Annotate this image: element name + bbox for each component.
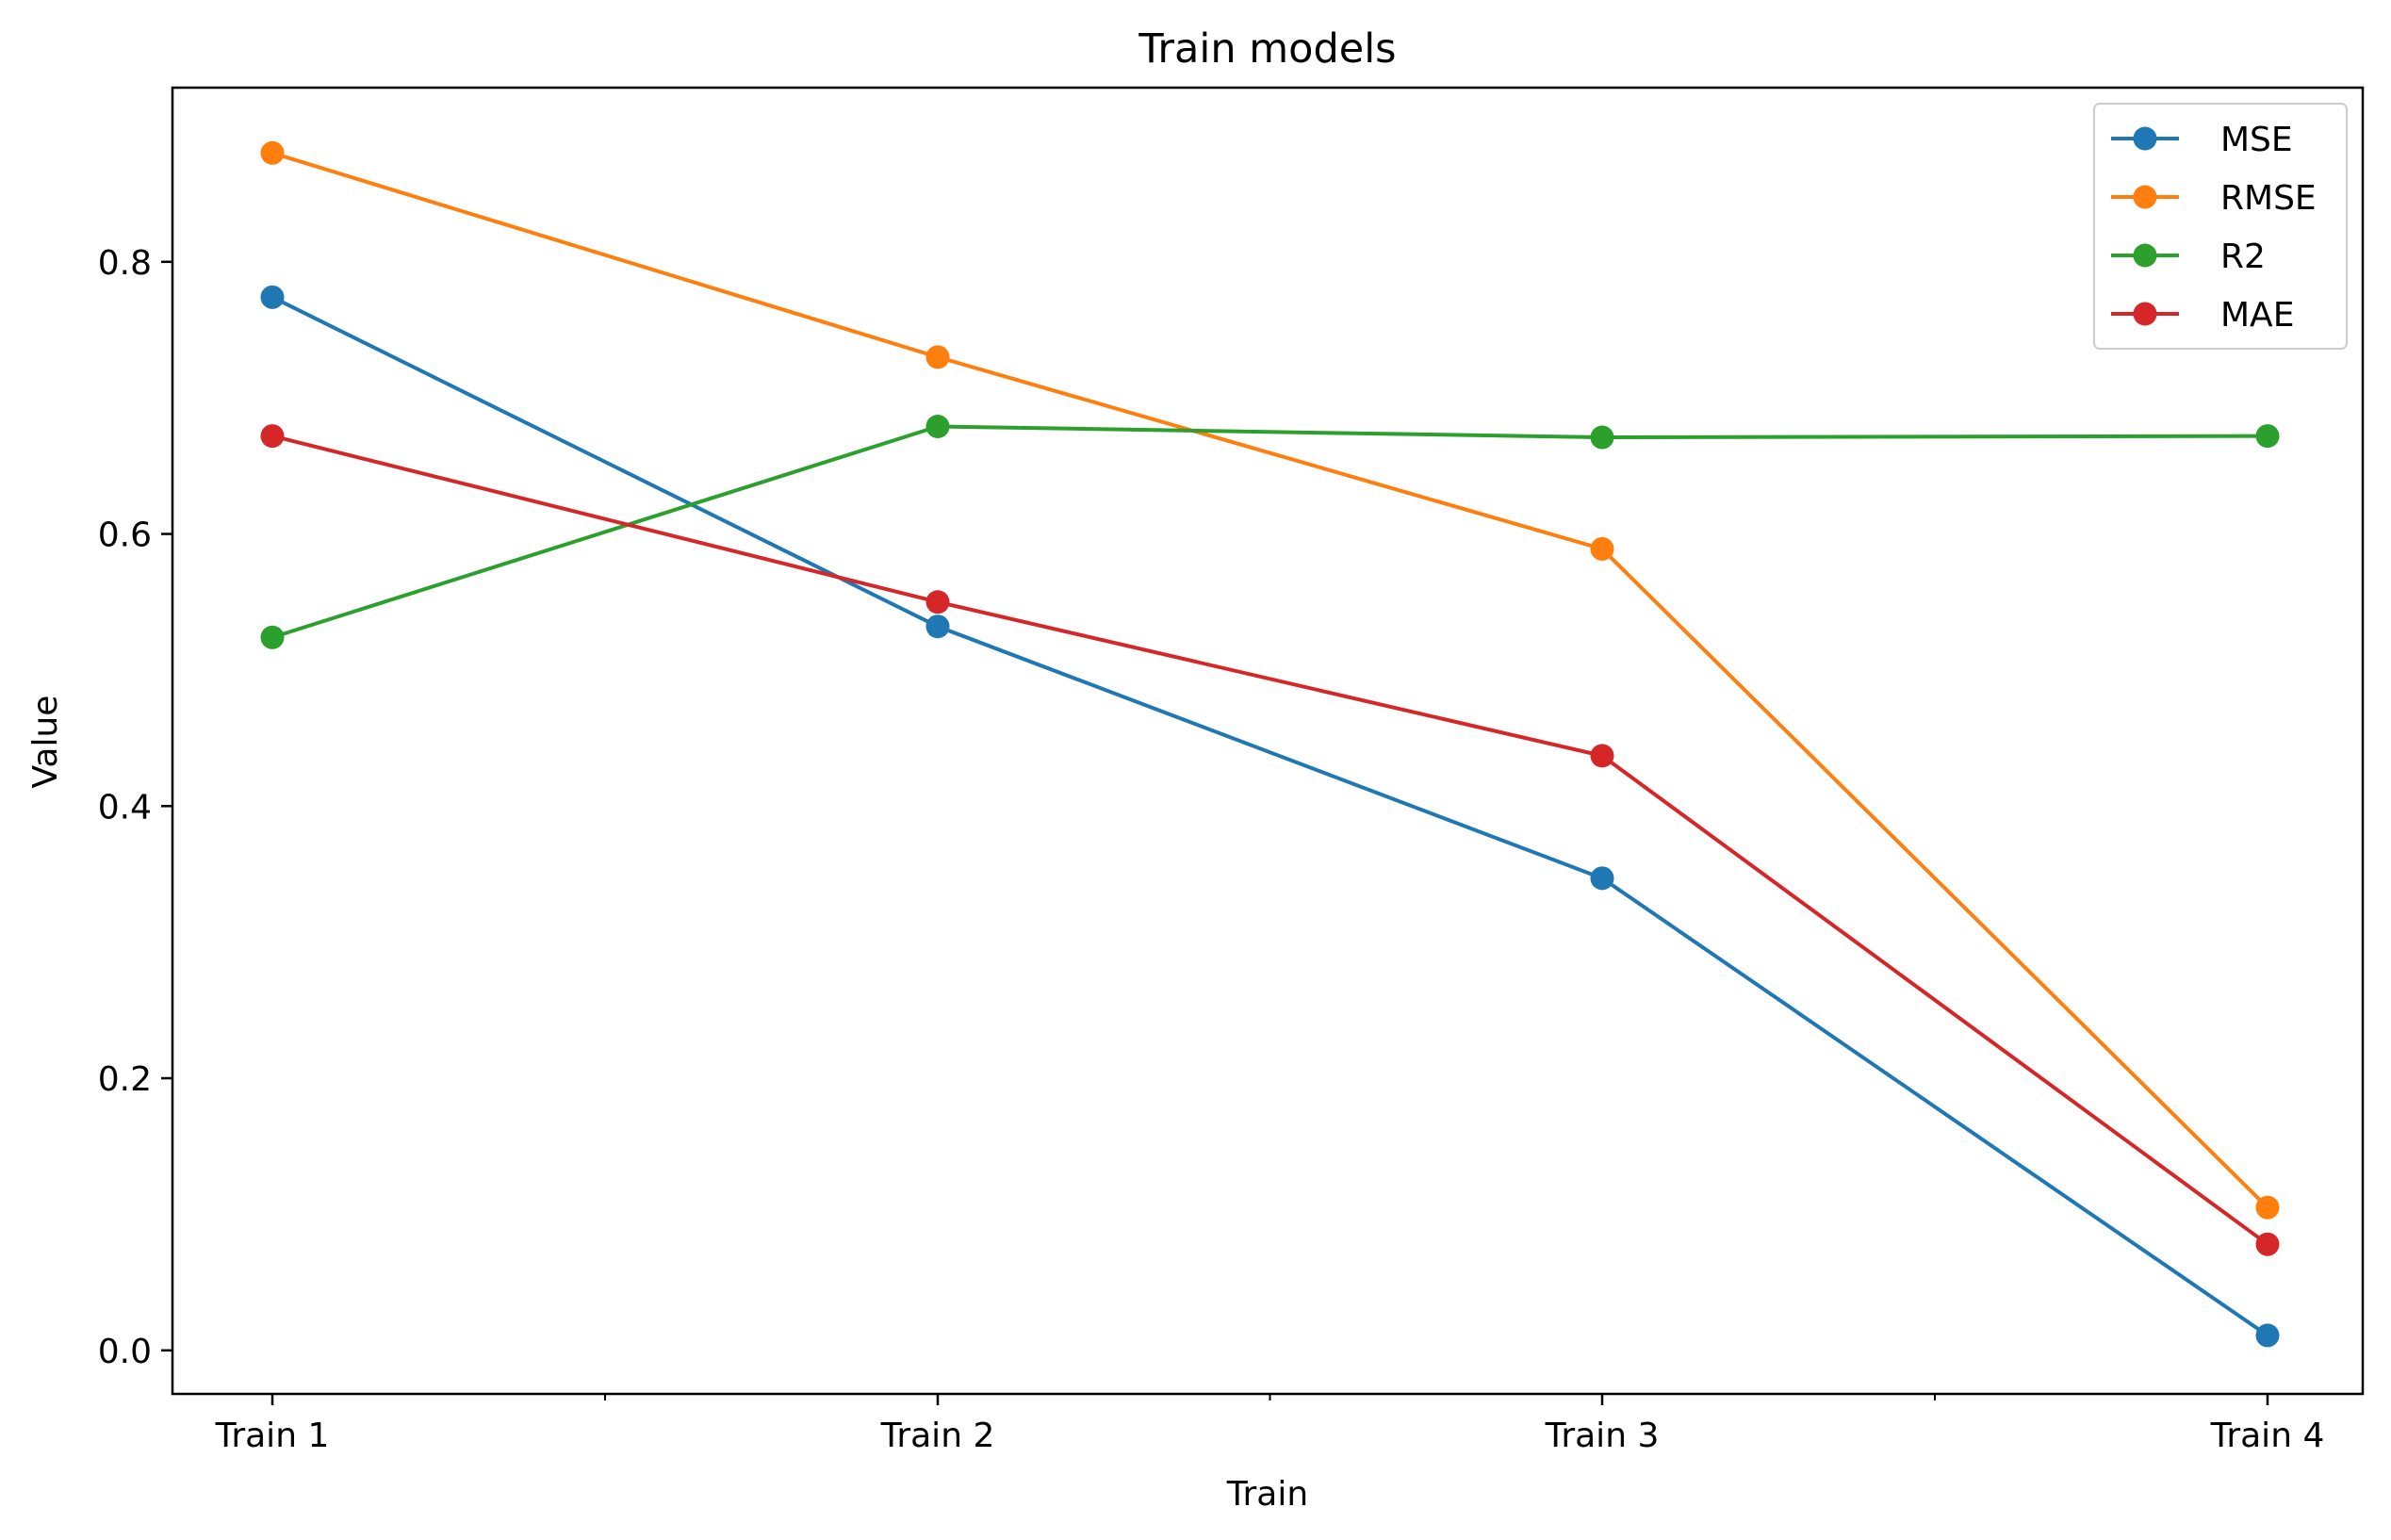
series-line-mse	[271, 295, 2269, 1337]
series-mae	[260, 424, 2280, 1256]
x-axis-label: Train	[1226, 1475, 1308, 1514]
x-tick-label: Train 1	[215, 1417, 330, 1455]
legend-label: RMSE	[2220, 179, 2317, 218]
series-rmse	[260, 140, 2280, 1220]
legend-swatch-marker	[2133, 243, 2157, 268]
legend-item-mse: MSE	[2111, 121, 2293, 159]
data-point-mse	[925, 614, 950, 639]
legend-swatch-marker	[2133, 302, 2157, 326]
data-point-rmse	[925, 345, 950, 369]
legend-item-mae: MAE	[2111, 296, 2294, 335]
chart-title: Train models	[1138, 25, 1396, 73]
data-point-rmse	[1590, 536, 1614, 561]
data-point-mse	[260, 285, 285, 309]
data-point-r2	[260, 625, 285, 649]
y-tick-label: 0.0	[98, 1333, 152, 1371]
series-r2	[260, 414, 2280, 649]
x-tick-label: Train 4	[2210, 1417, 2325, 1455]
series-line-rmse	[271, 151, 2269, 1209]
series-mse	[260, 285, 2280, 1348]
legend-label: MAE	[2220, 296, 2294, 335]
x-tick-label: Train 2	[880, 1417, 995, 1455]
series-layer	[260, 140, 2280, 1348]
data-point-rmse	[2255, 1195, 2280, 1220]
data-point-mae	[1590, 744, 1614, 768]
data-point-mse	[1590, 866, 1614, 891]
plot-frame	[171, 86, 2365, 1396]
data-point-mae	[2255, 1232, 2280, 1256]
legend-box	[2093, 103, 2348, 350]
series-line-mae	[271, 434, 2269, 1246]
axis-ticks: 0.0 0.2 0.4 0.6 0.8 Train 1 Train 2 Train 3 Trai…	[98, 244, 2325, 1455]
legend-swatch-marker	[2133, 126, 2157, 151]
x-tick-label: Train 3	[1545, 1417, 1660, 1455]
data-point-rmse	[260, 140, 285, 165]
legend-label: MSE	[2220, 121, 2293, 159]
y-tick-label: 0.2	[98, 1060, 152, 1099]
data-point-r2	[2255, 424, 2280, 449]
legend: MSE RMSE R2 MAE	[2093, 103, 2348, 350]
legend-label: R2	[2220, 238, 2266, 276]
data-point-mae	[260, 424, 285, 449]
data-point-mae	[925, 590, 950, 614]
legend-swatch-marker	[2133, 185, 2157, 209]
legend-item-r2: R2	[2111, 238, 2266, 276]
y-tick-label: 0.4	[98, 788, 152, 827]
data-point-r2	[925, 414, 950, 438]
y-tick-label: 0.6	[98, 516, 152, 555]
y-tick-label: 0.8	[98, 244, 152, 283]
legend-item-rmse: RMSE	[2111, 179, 2317, 218]
data-point-r2	[1590, 425, 1614, 450]
series-line-r2	[271, 424, 2268, 640]
data-point-mse	[2255, 1323, 2280, 1348]
y-axis-label: Value	[26, 696, 65, 789]
